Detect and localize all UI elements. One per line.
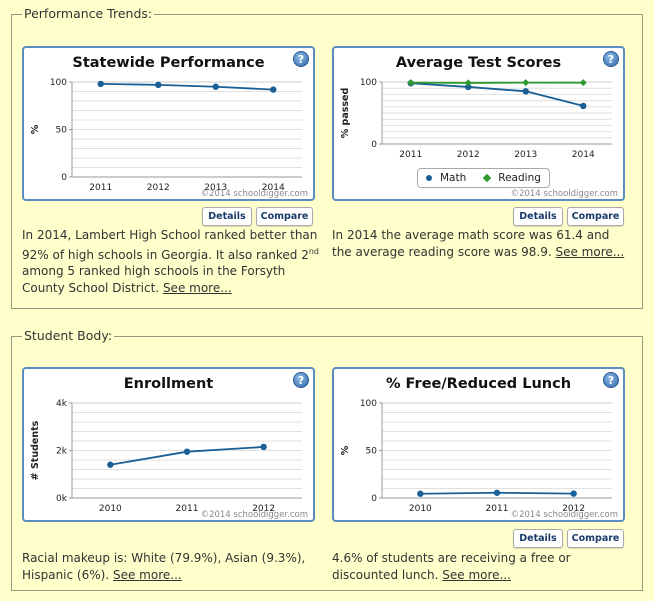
y-tick-label: 100 [50,78,67,88]
see-more-link[interactable]: See more... [112,567,182,582]
data-point [212,83,219,90]
see-more-link[interactable]: See more... [555,244,625,259]
chart-legend: Math Reading [417,168,550,188]
data-point [522,88,529,95]
enrollment-card: Enrollment ? 4k 2k 0k # Students 2010 2011 201… [22,367,315,522]
lunch-chart: 100 50 0% 2010 2011 2012©2014 schooldigger.co… [340,399,618,520]
legend-math: Math [440,172,467,184]
average-test-scores-card: Average Test Scores ? 100 0 % passed 2011 20… [332,46,625,201]
x-tick-label: 2013 [204,183,227,193]
student-body-section: Student Body: [11,328,643,591]
desc-text: In 2014, Lambert High School ranked bett… [22,228,318,262]
card-title: % Free/Reduced Lunch [385,376,572,392]
x-tick-label: 2014 [572,150,595,160]
data-point [579,79,587,87]
enrollment-chart: 4k 2k 0k # Students 2010 2011 2012©2014 school… [30,399,308,520]
desc-text: In 2014 the average math score was 61.4 … [332,228,610,259]
data-point [270,86,277,93]
x-tick-label: 2011 [176,504,199,514]
y-tick-label: 100 [360,399,377,409]
enrollment-description: Racial makeup is: White (79.9%), Asian (… [22,550,322,583]
student-body-label: Student Body: [22,328,115,344]
data-point [522,79,530,87]
data-point [493,489,501,496]
y-tick-label: 0 [371,494,377,504]
x-tick-label: 2012 [147,183,170,193]
series-line [410,82,584,107]
y-tick-label: 0k [56,494,68,504]
y-tick-label: 100 [360,78,377,88]
y-axis-label: % [30,124,41,134]
free-reduced-lunch-card: % Free/Reduced Lunch ? 100 50 0% 2010 2011 20… [332,367,625,522]
data-point [570,490,577,497]
desc-text: 4.6% of students are receiving a free or… [332,551,571,582]
math-marker-icon [426,175,432,181]
data-point [407,79,415,87]
x-tick-label: 2012 [457,150,480,160]
help-icon[interactable]: ? [603,372,619,388]
card-title: Average Test Scores [395,55,562,71]
statewide-description: In 2014, Lambert High School ranked bett… [22,227,322,296]
y-axis-label: % [340,445,351,455]
data-point [465,83,472,91]
details-button[interactable]: Details [202,207,252,226]
data-point [260,443,267,451]
y-tick-label: 50 [56,126,68,136]
data-point [417,490,424,497]
y-tick-label: 0 [371,140,377,150]
watermark: ©2014 schooldigger.com [201,510,308,520]
x-tick-label: 2012 [562,504,585,514]
details-button[interactable]: Details [513,529,563,548]
x-tick-label: 2014 [262,183,285,193]
see-more-link[interactable]: See more... [162,280,232,295]
x-tick-label: 2012 [252,504,275,514]
watermark: ©2014 schooldigger.com [511,189,618,199]
card-title: Statewide Performance [72,55,265,71]
performance-trends-label: Performance Trends: [22,6,155,22]
details-button[interactable]: Details [513,207,563,226]
test-scores-description: In 2014 the average math score was 61.4 … [332,227,632,260]
see-more-link[interactable]: See more... [442,567,511,582]
help-icon[interactable]: ? [293,372,309,388]
help-icon[interactable]: ? [603,51,619,67]
y-tick-label: 4k [56,399,68,409]
watermark: ©2014 schooldigger.com [201,189,308,199]
data-point [580,102,587,110]
card-title: Enrollment [123,376,214,392]
x-tick-label: 2010 [99,504,122,514]
test-scores-chart: 100 0 % passed 2011 2012 2013 2014 ©2014 school… [340,78,618,199]
reading-marker-icon [483,173,492,183]
data-point [183,448,191,455]
desc-text: Racial makeup is: White (79.9%), Asian (… [22,551,306,582]
x-tick-label: 2011 [89,183,112,193]
y-tick-label: 2k [56,447,68,457]
y-axis-label: # Students [30,420,41,480]
y-tick-label: 0 [61,173,67,183]
data-point [97,80,104,88]
y-tick-label: 50 [366,447,378,457]
lunch-description: 4.6% of students are receiving a free or… [332,550,632,583]
help-icon[interactable]: ? [293,51,309,67]
compare-button[interactable]: Compare [256,207,313,226]
x-tick-label: 2013 [514,150,537,160]
compare-button[interactable]: Compare [567,529,624,548]
data-point [464,79,472,87]
series-line [100,83,274,91]
x-tick-label: 2011 [486,504,509,514]
performance-trends-section: Performance Trends: [11,6,643,309]
data-point [107,461,114,468]
x-tick-label: 2010 [409,504,432,514]
watermark: ©2014 schooldigger.com [511,510,618,520]
statewide-chart: 100 50 0% 2011 2012 2013 2014©2014 schooldigge… [30,78,308,199]
data-point [155,81,162,89]
y-axis-label: % passed [340,88,351,139]
legend-reading: Reading [498,172,541,184]
desc-sup: nd [308,246,319,256]
statewide-performance-card: Statewide Performance ? 100 50 0% 2011 2012 2… [22,46,315,201]
compare-button[interactable]: Compare [567,207,624,226]
x-tick-label: 2011 [399,150,422,160]
desc-text-2: among 5 ranked high schools in the Forsy… [22,264,286,295]
